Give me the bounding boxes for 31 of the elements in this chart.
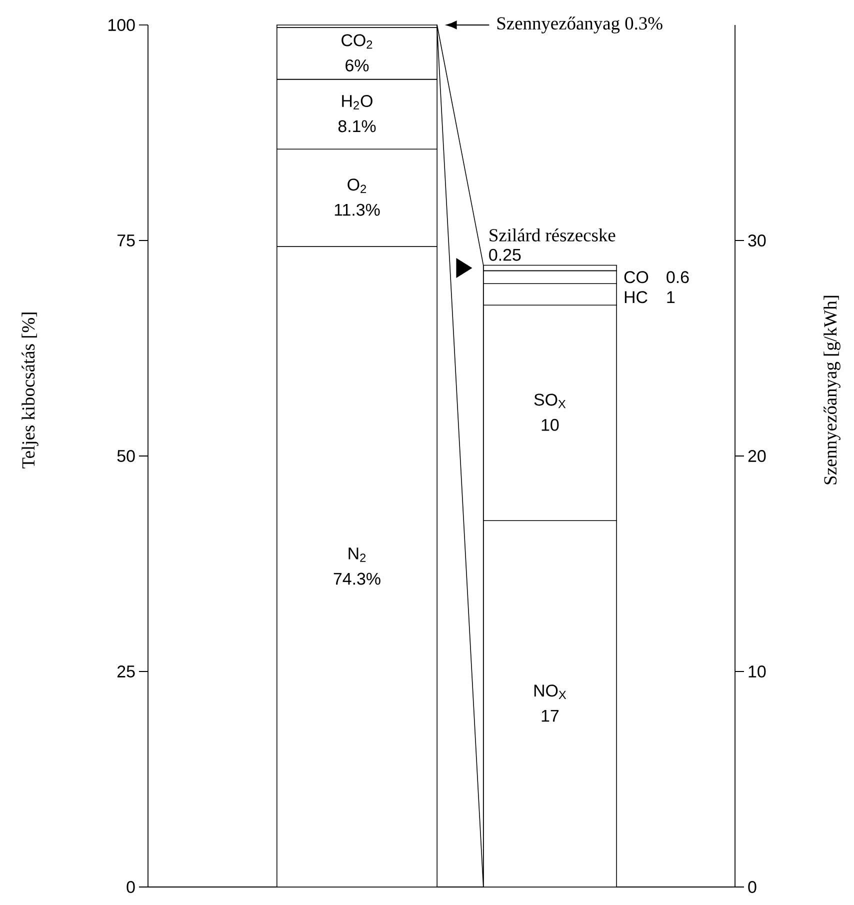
series-label: Szilárd részecske xyxy=(490,228,616,242)
y2-tick-label: 20 xyxy=(748,450,766,462)
y-tick-label: 100 xyxy=(108,18,135,31)
data-label: 0.25 xyxy=(489,248,521,261)
series-label: SO$_{X}$ xyxy=(534,394,566,408)
series-label: H$_{2}$O xyxy=(342,95,372,110)
data-label: 17 xyxy=(542,710,559,722)
series-label: NO$_{X}$ xyxy=(534,684,566,700)
annotation: 0.6 xyxy=(666,271,689,284)
y-axis-title: Teljes kibocsátás [%] xyxy=(22,312,38,468)
y-tick-label: 75 xyxy=(118,234,135,246)
data-label: 6% xyxy=(346,59,369,72)
y2-tick-label: 30 xyxy=(748,234,766,246)
data-label: 11.3% xyxy=(334,204,380,216)
series-label: CO xyxy=(624,271,648,284)
data-label: 74.3% xyxy=(334,572,380,585)
y2-axis-title: Szennyezőanyag [g/kWh] xyxy=(824,296,840,484)
data-label: 8.1% xyxy=(338,120,376,132)
annotation: 1 xyxy=(667,291,675,303)
y-tick-label: 25 xyxy=(118,666,135,678)
y-tick-label: 50 xyxy=(117,450,135,462)
series-label: HC xyxy=(624,291,648,304)
y-tick-label: 0 xyxy=(126,881,135,893)
data-label: 10 xyxy=(542,418,559,431)
series-label: N$_{2}$ xyxy=(348,548,366,562)
legend-label: Szennyezőanyag xyxy=(497,16,620,34)
annotation: 0.3% xyxy=(625,17,662,30)
y2-tick-label: 10 xyxy=(748,666,766,678)
y2-tick-label: 0 xyxy=(748,881,756,893)
series-label: CO$_{2}$ xyxy=(342,34,372,49)
series-label: O$_{2}$ xyxy=(348,178,366,194)
